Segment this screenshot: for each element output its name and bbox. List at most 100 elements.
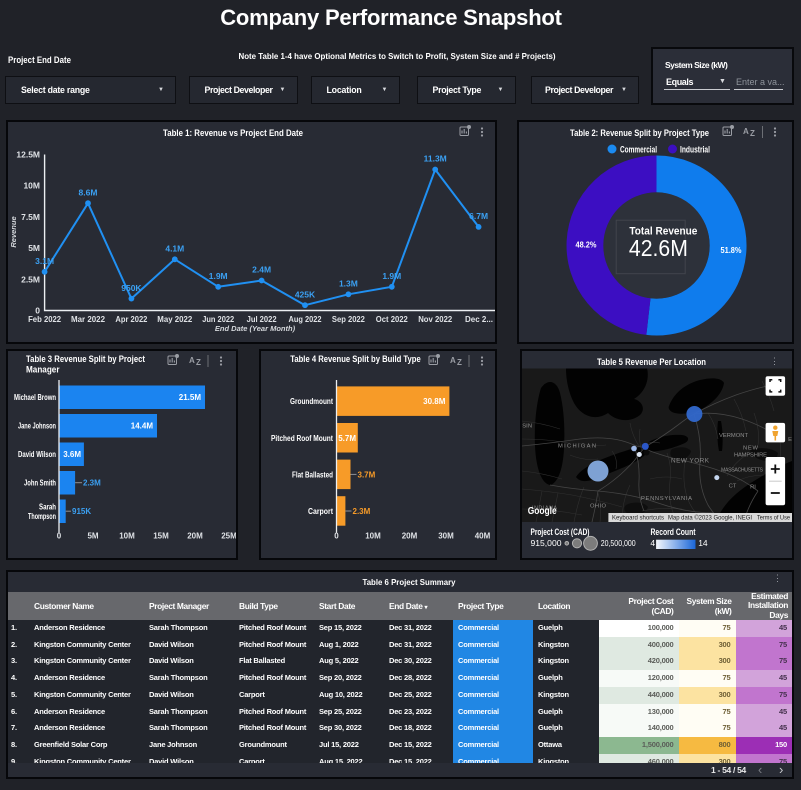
svg-text:May 2022: May 2022 <box>157 315 192 324</box>
svg-text:Project Cost (CAD): Project Cost (CAD) <box>531 527 590 537</box>
svg-text:5M: 5M <box>87 532 98 541</box>
svg-text:4: 4 <box>650 538 655 548</box>
svg-text:20,500,000: 20,500,000 <box>601 538 636 548</box>
svg-text:Revenue: Revenue <box>9 216 18 247</box>
svg-text:950K: 950K <box>121 283 142 293</box>
svg-text:MASSACHUSETTS: MASSACHUSETTS <box>721 468 764 474</box>
svg-text:0: 0 <box>334 532 339 541</box>
svg-text:Z: Z <box>750 129 755 138</box>
svg-text:5M: 5M <box>28 243 40 253</box>
svg-text:Note Table 1-4 have Optional M: Note Table 1-4 have Optional Metrics to … <box>239 51 556 61</box>
svg-text:E: E <box>788 437 792 443</box>
svg-text:Manager: Manager <box>26 365 60 376</box>
svg-text:David Wilson: David Wilson <box>18 450 56 459</box>
svg-text:2.3M: 2.3M <box>353 507 371 516</box>
svg-text:6.7M: 6.7M <box>469 211 488 221</box>
svg-text:30M: 30M <box>438 532 454 541</box>
svg-text:VERMONT: VERMONT <box>719 433 748 439</box>
svg-text:End Date (Year Month): End Date (Year Month) <box>215 324 296 333</box>
svg-text:4.1M: 4.1M <box>165 244 184 254</box>
svg-text:8.6M: 8.6M <box>79 188 98 198</box>
svg-text:Project End Date: Project End Date <box>8 55 71 65</box>
svg-text:Commercial: Commercial <box>620 145 657 155</box>
svg-text:Aug 2022: Aug 2022 <box>289 315 322 324</box>
svg-text:Table 3 Revenue Split by Proje: Table 3 Revenue Split by Project <box>26 354 146 365</box>
svg-text:Table 6 Project Summary: Table 6 Project Summary <box>363 577 456 587</box>
svg-text:Sarah: Sarah <box>39 503 56 512</box>
svg-text:915,000: 915,000 <box>531 538 562 548</box>
svg-text:1.9M: 1.9M <box>209 271 228 281</box>
svg-text:Table 2: Revenue Split by Proj: Table 2: Revenue Split by Project Type <box>570 128 709 139</box>
svg-text:1.9M: 1.9M <box>382 271 401 281</box>
svg-text:Z: Z <box>196 358 201 367</box>
svg-text:3.1M: 3.1M <box>35 256 54 266</box>
svg-text:Google: Google <box>528 506 557 517</box>
svg-text:A: A <box>743 127 749 136</box>
svg-text:Apr 2022: Apr 2022 <box>115 315 147 324</box>
svg-text:2.3M: 2.3M <box>83 479 101 488</box>
svg-text:CT: CT <box>729 484 737 490</box>
svg-text:Mar 2022: Mar 2022 <box>71 315 105 324</box>
svg-text:14: 14 <box>698 538 708 548</box>
svg-text:Sep 2022: Sep 2022 <box>332 315 365 324</box>
svg-text:12.5M: 12.5M <box>16 150 40 160</box>
svg-text:15M: 15M <box>153 532 169 541</box>
svg-text:Record Count: Record Count <box>651 527 696 537</box>
svg-text:10M: 10M <box>365 532 381 541</box>
svg-text:11.3M: 11.3M <box>424 154 447 164</box>
svg-text:A: A <box>450 356 456 365</box>
svg-text:0: 0 <box>35 306 40 316</box>
svg-text:40M: 40M <box>475 532 491 541</box>
svg-text:Groundmount: Groundmount <box>290 397 333 406</box>
svg-text:915K: 915K <box>72 507 91 516</box>
svg-text:John Smith: John Smith <box>24 479 56 488</box>
svg-text:Jane Johnson: Jane Johnson <box>18 422 56 431</box>
svg-text:HAMPSHIRE: HAMPSHIRE <box>734 453 767 459</box>
svg-text:10M: 10M <box>23 181 40 191</box>
svg-text:7.5M: 7.5M <box>21 212 40 222</box>
svg-text:Jun 2022: Jun 2022 <box>202 315 234 324</box>
svg-text:1.3M: 1.3M <box>339 279 358 289</box>
svg-text:RI: RI <box>750 485 756 491</box>
svg-text:Nov 2022: Nov 2022 <box>418 315 452 324</box>
svg-text:NEW YORK: NEW YORK <box>671 458 710 465</box>
svg-text:20M: 20M <box>402 532 418 541</box>
svg-text:Z: Z <box>457 358 462 367</box>
svg-text:30.8M: 30.8M <box>423 397 446 406</box>
svg-text:0: 0 <box>57 532 62 541</box>
svg-text:PENNSYLVANIA: PENNSYLVANIA <box>641 496 692 502</box>
svg-text:Oct 2022: Oct 2022 <box>376 315 408 324</box>
svg-text:48.2%: 48.2% <box>576 240 597 250</box>
svg-text:Dec 2...: Dec 2... <box>465 315 493 324</box>
svg-text:Keyboard shortcuts: Keyboard shortcuts <box>612 515 664 522</box>
svg-text:Table 1: Revenue vs Project En: Table 1: Revenue vs Project End Date <box>163 128 303 139</box>
svg-text:3.6M: 3.6M <box>63 450 81 459</box>
svg-text:Table 4 Revenue Split by Build: Table 4 Revenue Split by Build Type <box>290 354 421 365</box>
svg-text:42.6M: 42.6M <box>629 235 688 261</box>
svg-text:Carport: Carport <box>308 507 333 516</box>
svg-text:Industrial: Industrial <box>680 145 710 155</box>
svg-text:A: A <box>189 356 195 365</box>
svg-text:MICHIGAN: MICHIGAN <box>558 444 596 450</box>
svg-text:2.4M: 2.4M <box>252 265 271 275</box>
svg-text:3.7M: 3.7M <box>358 470 376 479</box>
svg-text:Michael Brown: Michael Brown <box>14 393 56 402</box>
svg-text:Pitched Roof Mount: Pitched Roof Mount <box>271 434 333 443</box>
svg-text:Map data ©2023 Google, INEGI: Map data ©2023 Google, INEGI <box>668 515 752 522</box>
svg-text:10M: 10M <box>119 532 135 541</box>
svg-text:OHIO: OHIO <box>590 504 606 510</box>
svg-text:NSIN: NSIN <box>522 424 532 430</box>
svg-text:Terms of Use: Terms of Use <box>757 515 790 522</box>
svg-text:Total Revenue: Total Revenue <box>629 226 697 238</box>
svg-text:25M: 25M <box>221 532 236 541</box>
svg-text:NEW: NEW <box>743 446 759 452</box>
svg-text:Thompson: Thompson <box>28 512 56 521</box>
svg-text:51.8%: 51.8% <box>721 245 742 255</box>
svg-text:2.5M: 2.5M <box>21 274 40 284</box>
svg-text:Feb 2022: Feb 2022 <box>28 315 61 324</box>
svg-text:14.4M: 14.4M <box>131 422 154 431</box>
svg-text:INDIANA: INDIANA <box>532 506 558 512</box>
svg-text:425K: 425K <box>295 289 316 299</box>
svg-text:Jul 2022: Jul 2022 <box>247 315 277 324</box>
svg-text:21.5M: 21.5M <box>179 393 202 402</box>
